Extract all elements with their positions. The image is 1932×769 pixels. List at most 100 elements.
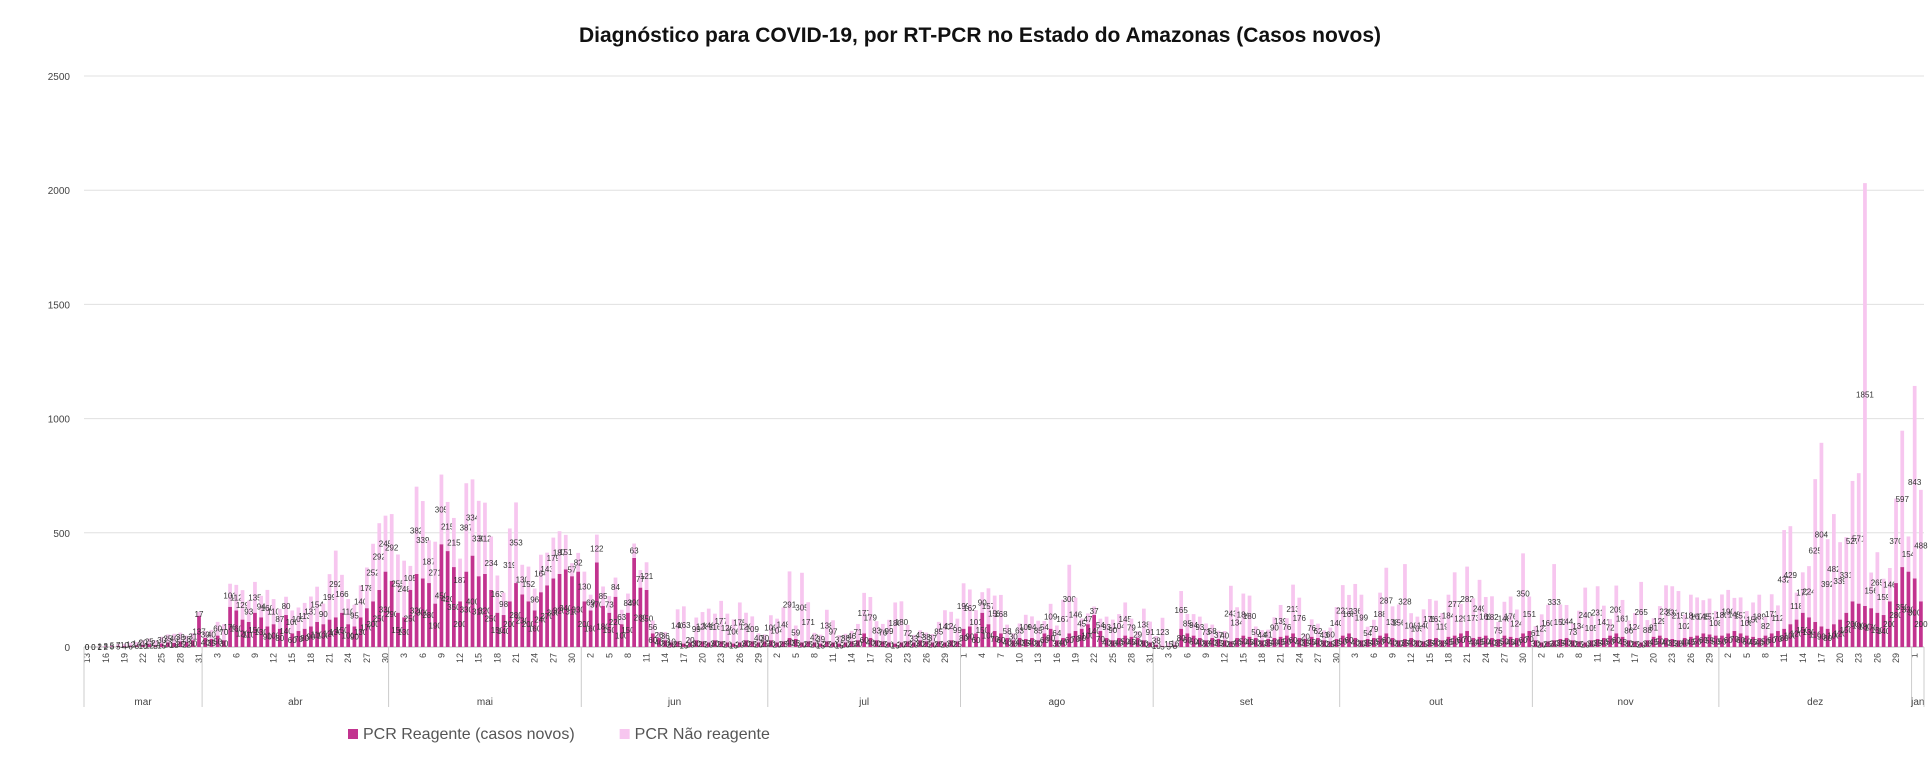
bar-segment xyxy=(1446,594,1451,637)
x-tick-label: 18 xyxy=(306,653,316,663)
data-label: 94 xyxy=(1028,623,1037,632)
bar-segment xyxy=(309,626,313,647)
bar-segment xyxy=(277,628,282,647)
bar-segment xyxy=(1390,606,1395,638)
data-label: 22 xyxy=(182,640,191,649)
data-label: 18 xyxy=(170,641,179,650)
data-label: 77 xyxy=(636,575,645,584)
x-tick-label: 13 xyxy=(82,653,92,663)
data-label: 119 xyxy=(1436,623,1449,632)
x-tick-label: 30 xyxy=(567,653,577,663)
bar-segment xyxy=(961,628,966,647)
bar-segment xyxy=(1303,639,1308,647)
data-label: 35 xyxy=(1363,639,1372,648)
bar-segment xyxy=(557,531,562,574)
data-label: 40 xyxy=(1015,638,1024,647)
data-label: 290 xyxy=(385,610,399,619)
data-label: 30 xyxy=(760,634,769,643)
x-tick-label: 15 xyxy=(1425,653,1435,663)
data-label: 30 xyxy=(1320,640,1329,649)
bar-segment xyxy=(433,541,438,604)
data-label: 25 xyxy=(878,640,887,649)
bar-segment xyxy=(1396,604,1401,641)
x-tick-label: 29 xyxy=(753,653,763,663)
bar-segment xyxy=(1539,614,1544,643)
bar-segment xyxy=(1160,645,1165,647)
bar-segment xyxy=(501,615,506,647)
data-label: 330 xyxy=(460,605,474,614)
data-label: 131 xyxy=(304,607,318,616)
data-label: 50 xyxy=(1606,637,1615,646)
data-label: 30 xyxy=(1220,640,1229,649)
bar-segment xyxy=(1229,641,1233,647)
data-label: 146 xyxy=(1883,581,1897,590)
data-label: 231 xyxy=(1591,609,1605,618)
data-label: 30 xyxy=(1624,640,1633,649)
bar-segment xyxy=(433,603,438,647)
bar-segment xyxy=(918,630,922,641)
data-label: 224 xyxy=(1802,588,1816,597)
bar-segment xyxy=(1396,640,1401,647)
x-tick-label: 24 xyxy=(1294,653,1304,663)
bar-segment xyxy=(1577,610,1581,642)
chart-title: Diagnóstico para COVID-19, por RT-PCR no… xyxy=(579,24,1381,47)
data-label: 429 xyxy=(1784,571,1798,580)
x-tick-label: 2 xyxy=(772,653,782,658)
data-label: 163 xyxy=(677,621,691,630)
data-label: 90 xyxy=(1108,626,1117,635)
data-label: 50 xyxy=(1693,637,1702,646)
data-label: 50 xyxy=(1338,637,1347,646)
data-label: 182 xyxy=(1485,613,1499,622)
bar-segment xyxy=(1061,637,1065,647)
bar-segment xyxy=(333,550,338,618)
data-label: 20 xyxy=(810,641,819,650)
data-label: 60 xyxy=(1183,636,1192,645)
bar-segment xyxy=(1900,430,1905,568)
bar-segment xyxy=(452,567,456,647)
x-tick-label: 20 xyxy=(1649,653,1659,663)
data-label: 30 xyxy=(1108,640,1117,649)
x-tick-label: 9 xyxy=(1201,653,1211,658)
data-label: 280 xyxy=(1889,611,1903,620)
data-label: 200 xyxy=(1883,620,1897,629)
bar-segment xyxy=(1533,626,1538,641)
bar-segment xyxy=(128,642,133,646)
x-tick-label: 5 xyxy=(604,653,614,658)
x-tick-label: 15 xyxy=(287,653,297,663)
bar-segment xyxy=(1415,640,1420,647)
data-label: 109 xyxy=(1044,612,1058,621)
bar-segment xyxy=(1235,637,1239,647)
bar-segment xyxy=(1117,614,1121,638)
data-label: 120 xyxy=(1790,629,1804,638)
data-label: 35 xyxy=(1264,639,1273,648)
x-tick-label: 29 xyxy=(1891,653,1901,663)
bar-segment xyxy=(967,626,972,647)
data-label: 143 xyxy=(540,565,554,574)
bar-segment xyxy=(818,643,823,647)
bar-segment xyxy=(228,606,232,647)
bar-segment xyxy=(793,639,798,647)
data-label: 154 xyxy=(310,600,324,609)
bar-segment xyxy=(271,624,276,647)
bar-segment xyxy=(507,528,512,602)
data-label: 54 xyxy=(1363,629,1372,638)
bar-segment xyxy=(594,534,599,563)
x-tick-label: 28 xyxy=(1126,653,1136,663)
data-label: 392 xyxy=(1821,580,1835,589)
data-label: 40 xyxy=(1028,638,1037,647)
bar-segment xyxy=(1260,640,1264,647)
data-label: 30 xyxy=(1394,640,1403,649)
bar-segment xyxy=(570,576,574,647)
data-label: 60 xyxy=(1724,636,1733,645)
data-label: 50 xyxy=(1481,637,1490,646)
data-label: 110 xyxy=(267,608,280,617)
data-label: 121 xyxy=(640,572,654,581)
data-label: 270 xyxy=(540,612,554,621)
bar-segment xyxy=(1104,616,1109,638)
data-label: 50 xyxy=(1121,637,1130,646)
bar-segment xyxy=(1676,640,1681,647)
data-label: 40 xyxy=(1599,638,1608,647)
bar-segment xyxy=(700,612,705,642)
data-label: 30 xyxy=(1034,640,1043,649)
